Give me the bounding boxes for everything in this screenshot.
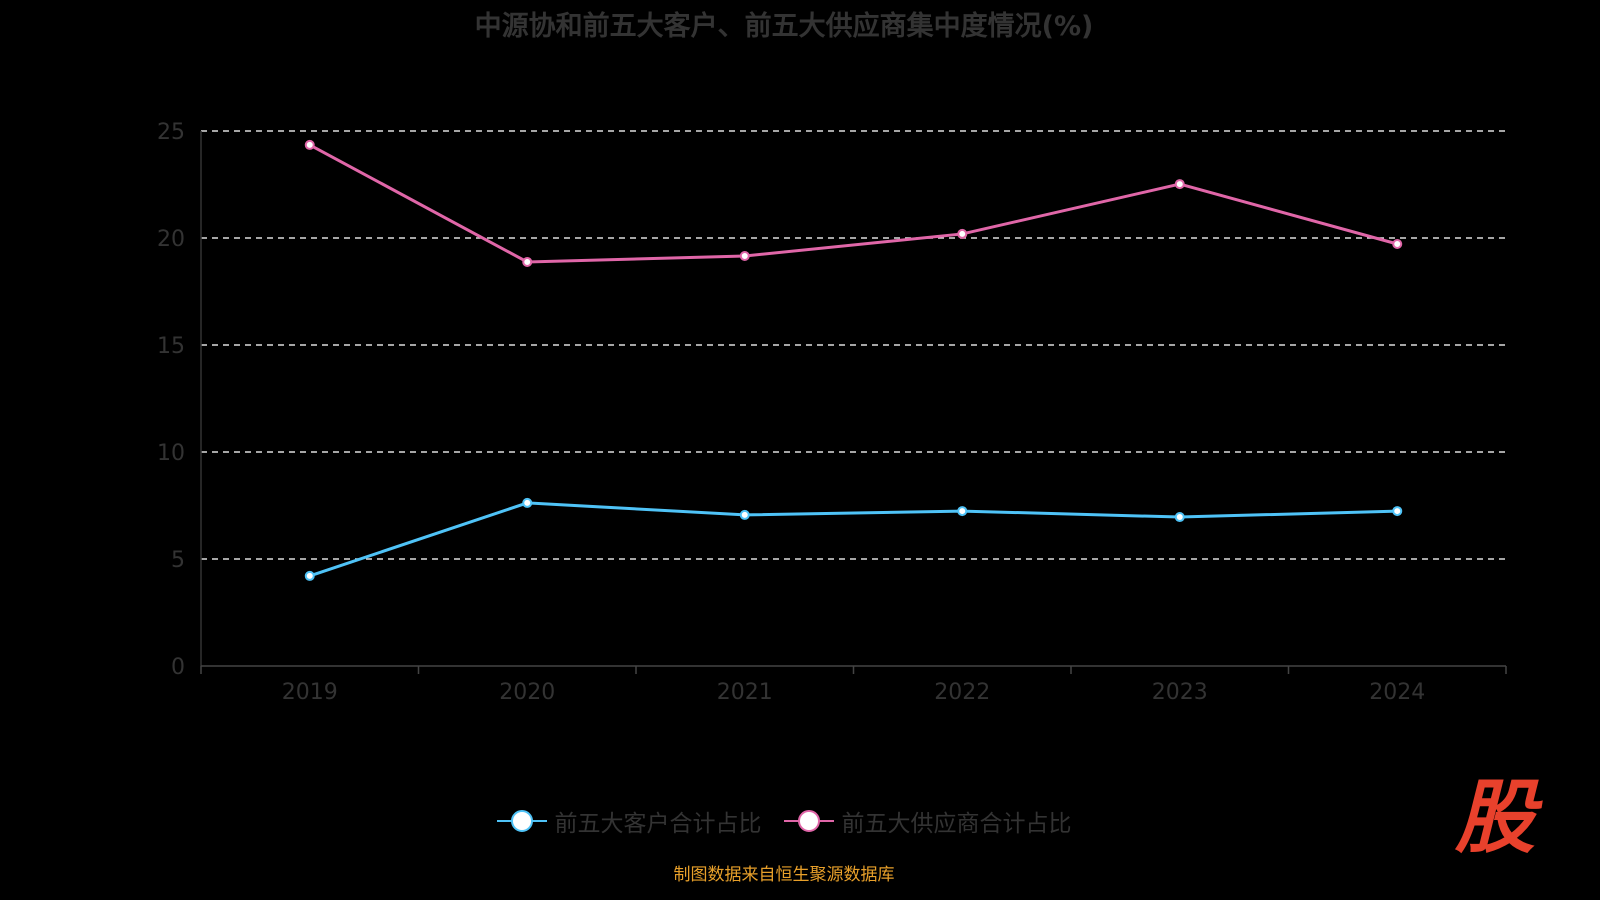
x-tick-label: 2023 bbox=[1152, 680, 1208, 705]
data-point bbox=[1392, 238, 1403, 249]
x-tick-label: 2021 bbox=[717, 680, 773, 705]
legend-marker-icon bbox=[783, 810, 834, 832]
y-tick-label: 25 bbox=[157, 120, 185, 145]
chart-title: 中源协和前五大客户、前五大供应商集中度情况(%) bbox=[474, 11, 1094, 42]
x-tick-label: 2019 bbox=[282, 680, 338, 705]
data-point bbox=[1392, 506, 1403, 517]
x-tick-label: 2024 bbox=[1369, 680, 1425, 705]
data-point bbox=[1174, 512, 1185, 523]
legend-label: 前五大供应商合计占比 bbox=[841, 811, 1072, 837]
legend-marker-icon bbox=[496, 810, 547, 832]
data-point bbox=[1174, 179, 1185, 190]
source-note: 制图数据来自恒生聚源数据库 bbox=[673, 865, 895, 885]
y-tick-label: 5 bbox=[171, 548, 185, 573]
legend-item-suppliers[interactable]: 前五大供应商合计占比 bbox=[783, 804, 1072, 838]
x-tick-label: 2020 bbox=[499, 680, 555, 705]
data-point bbox=[304, 139, 315, 150]
y-tick-label: 0 bbox=[171, 655, 185, 680]
x-tick-label: 2022 bbox=[934, 680, 990, 705]
data-point bbox=[522, 497, 533, 508]
y-tick-label: 15 bbox=[157, 334, 185, 359]
data-point bbox=[957, 228, 968, 239]
data-point bbox=[739, 509, 750, 520]
data-point bbox=[304, 570, 315, 581]
y-tick-label: 20 bbox=[157, 227, 185, 252]
data-point bbox=[957, 506, 968, 517]
logo: 股 bbox=[1455, 771, 1535, 864]
legend-label: 前五大客户合计占比 bbox=[554, 811, 762, 837]
legend: 前五大客户合计占比 前五大供应商合计占比 bbox=[0, 804, 1568, 838]
y-tick-label: 10 bbox=[157, 441, 185, 466]
data-point bbox=[739, 250, 750, 261]
series-line-1 bbox=[309, 143, 1398, 264]
data-point bbox=[522, 256, 533, 267]
series-line-0 bbox=[309, 501, 1398, 578]
legend-item-customers[interactable]: 前五大客户合计占比 bbox=[496, 804, 762, 838]
